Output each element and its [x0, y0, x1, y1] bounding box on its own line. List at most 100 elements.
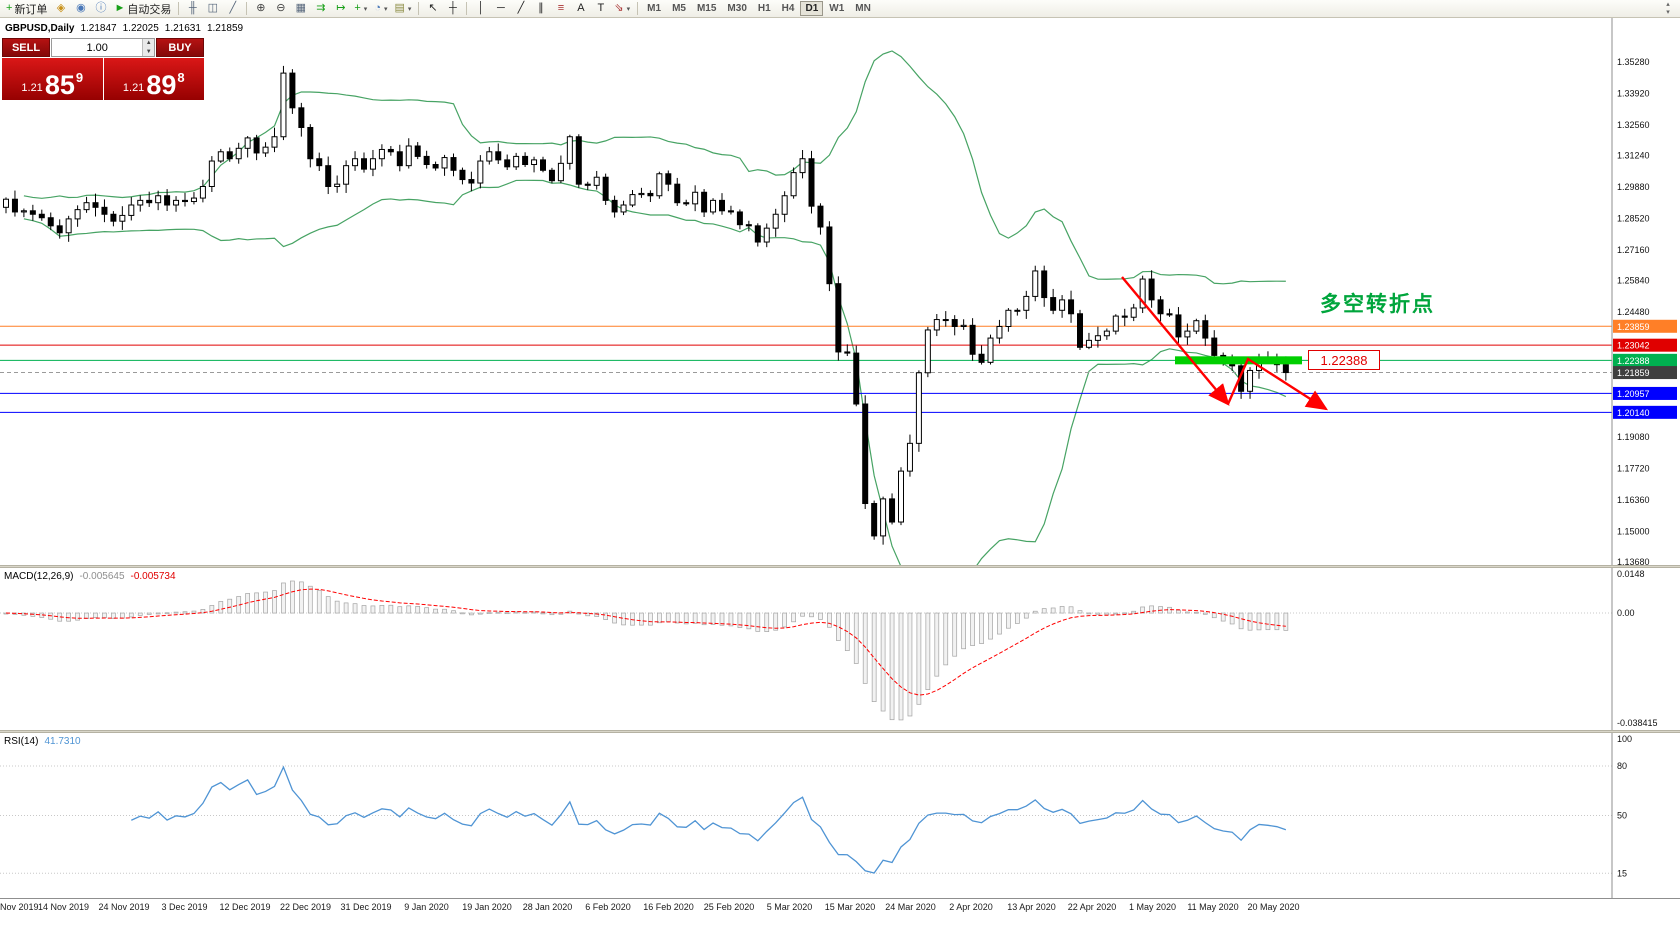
line-chart-button[interactable]: ╱ [223, 1, 242, 17]
chart-shift-button[interactable]: ↦ [331, 1, 350, 17]
indicators-button[interactable]: + ▾ [351, 1, 370, 17]
candlestick-chart-button-icon: ◫ [207, 2, 219, 14]
sell-button[interactable]: SELL [2, 38, 50, 57]
price-scale-label: 1.13680 [1617, 557, 1650, 565]
templates-button-icon: ▤ [394, 2, 405, 14]
horizontal-line-button[interactable]: ─ [491, 1, 510, 17]
time-label: 31 Dec 2019 [340, 902, 392, 912]
timeframe-h1-button[interactable]: H1 [757, 3, 771, 14]
buy-button[interactable]: BUY [156, 38, 204, 57]
time-label: 15 Mar 2020 [824, 902, 876, 912]
periods-button-icon: ◔ [374, 2, 381, 14]
volume-input[interactable] [52, 39, 143, 56]
time-label: 6 Feb 2020 [585, 902, 631, 912]
price-scale-label: 1.28520 [1617, 213, 1650, 223]
macd-canvas[interactable]: 0.0148 0.00 -0.038415 [0, 568, 1680, 730]
new-order-button[interactable]: + 新订单 [3, 1, 50, 17]
timeframe-m1-button[interactable]: M1 [647, 3, 662, 14]
macd-scale-label: 0.00 [1617, 608, 1635, 618]
time-label: 14 Nov 2019 [37, 902, 90, 912]
bollinger-upper-band [23, 50, 1286, 285]
market-watch-icon[interactable]: ◉ [71, 1, 90, 17]
text-button[interactable]: A [571, 1, 590, 17]
close-value: 1.21859 [206, 23, 244, 34]
toolbar-scroll-down[interactable]: ▾ [1666, 8, 1670, 16]
high-value: 1.22025 [122, 23, 159, 34]
candlestick-chart-button[interactable]: ◫ [203, 1, 222, 17]
navigator-icon[interactable]: ◈ [51, 1, 70, 17]
rsi-scale-label: 100 [1617, 734, 1632, 744]
timeframe-h4-button[interactable]: H4 [781, 3, 795, 14]
timeframe-d1-button[interactable]: D1 [800, 1, 824, 16]
timeframe-m30-button[interactable]: M30 [727, 3, 747, 14]
toolbar-overflow: ▴ ▾ [1661, 1, 1675, 17]
timeframe-m15-button[interactable]: M15 [696, 3, 717, 14]
time-label: Nov 2019 [0, 902, 39, 912]
fibonacci-button[interactable]: ≡ [551, 1, 570, 17]
panel-splitter[interactable] [0, 730, 1680, 733]
data-window-icon[interactable]: ⓘ [91, 1, 110, 17]
zoom-out-button[interactable]: ⊖ [271, 1, 290, 17]
zoom-in-button[interactable]: ⊕ [251, 1, 270, 17]
macd-panel[interactable]: 0.0148 0.00 -0.038415 MACD(12,26,9) -0.005… [0, 568, 1680, 730]
volume-up-icon[interactable]: ▲ [143, 39, 154, 48]
market-watch-icon-icon: ◉ [76, 2, 86, 14]
trendline-button[interactable]: ╱ [511, 1, 530, 17]
timeframe-m5-button[interactable]: M5 [672, 3, 686, 14]
bid-base: 1.21 [21, 82, 43, 94]
toolbar-scroll-up[interactable]: ▴ [1666, 0, 1670, 8]
timeframe-w1-button[interactable]: W1 [829, 3, 845, 14]
open-value: 1.21847 [80, 23, 117, 34]
price-badge [1613, 405, 1677, 419]
rsi-scale-label: 15 [1617, 868, 1627, 878]
time-axis[interactable]: Nov 2019 14 Nov 2019 24 Nov 2019 3 Dec 2019… [0, 898, 1680, 916]
chevron-down-icon: ▾ [626, 5, 631, 13]
main-chart-canvas[interactable]: 1.35280 1.33920 1.32560 1.31240 1.29880 1.285… [0, 18, 1680, 565]
rsi-canvas[interactable]: 100 80 50 15 [0, 733, 1680, 898]
panel-splitter[interactable] [0, 565, 1680, 568]
auto-scroll-button[interactable]: ⇉ [311, 1, 330, 17]
main-chart-panel[interactable]: 1.35280 1.33920 1.32560 1.31240 1.29880 1.285… [0, 18, 1680, 565]
vertical-line-button-icon: │ [477, 2, 485, 14]
bar-chart-button[interactable]: ╫ [183, 1, 202, 17]
channel-button[interactable]: ∥ [531, 1, 550, 17]
arrows-button[interactable]: ⇘ ▾ [611, 1, 633, 17]
volume-box: ▲ ▼ [51, 38, 155, 57]
ask-price-tile[interactable]: 1.21 89 8 [103, 58, 204, 100]
auto-trading-button[interactable]: ► 自动交易 [111, 1, 174, 17]
price-scale-label: 1.33920 [1617, 88, 1650, 98]
volume-down-icon[interactable]: ▼ [143, 47, 154, 56]
auto-scroll-button-icon: ⇉ [316, 2, 326, 14]
rsi-line [131, 765, 1287, 874]
timeframe-mn-button[interactable]: MN [855, 3, 871, 14]
price-badge [1613, 338, 1677, 352]
text-button-icon: A [577, 2, 585, 14]
bid-price-tile[interactable]: 1.21 85 9 [2, 58, 103, 100]
time-label: 13 Apr 2020 [1007, 902, 1056, 912]
macd-signal-line [5, 588, 1286, 696]
macd-scale-label: 0.0148 [1617, 569, 1645, 579]
crosshair-button-icon: ┼ [449, 2, 457, 14]
crosshair-button[interactable]: ┼ [443, 1, 462, 17]
label-button[interactable]: T [591, 1, 610, 17]
price-badge-label: 1.23859 [1617, 322, 1650, 332]
chart-header: GBPUSD,Daily 1.21847 1.22025 1.21631 1.2… [5, 23, 243, 34]
ask-pip: 8 [177, 70, 185, 85]
volume-spinner[interactable]: ▲ ▼ [142, 39, 154, 56]
price-badge [1613, 319, 1677, 333]
periods-button[interactable]: ◔ ▾ [371, 1, 390, 17]
templates-button[interactable]: ▤ ▾ [392, 1, 415, 17]
vertical-line-button[interactable]: │ [471, 1, 490, 17]
price-scale-label: 1.29880 [1617, 182, 1650, 192]
tile-windows-button[interactable]: ▦ [291, 1, 310, 17]
time-label: 16 Feb 2020 [643, 902, 694, 912]
chevron-down-icon: ▾ [383, 5, 388, 13]
price-badge-label: 1.22388 [1617, 356, 1650, 366]
low-value: 1.21631 [164, 23, 201, 34]
data-window-icon-icon: ⓘ [95, 2, 107, 14]
cursor-button[interactable]: ↖ [423, 1, 442, 17]
time-label: 2 Apr 2020 [949, 902, 993, 912]
rsi-panel[interactable]: 100 80 50 15 RSI(14) 41.7310 [0, 733, 1680, 898]
one-click-trading-panel: SELL ▲ ▼ BUY 1.21 85 9 1.21 [2, 38, 204, 100]
